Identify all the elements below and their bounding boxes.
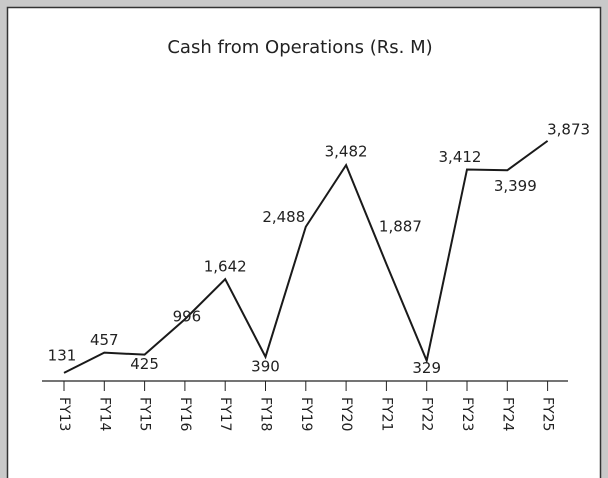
x-tick-label: FY17 [217, 397, 233, 431]
data-label: 3,482 [325, 143, 368, 161]
chart-title: Cash from Operations (Rs. M) [167, 37, 432, 58]
x-tick-label: FY21 [378, 397, 394, 431]
x-tick-label: FY14 [96, 397, 112, 432]
data-label: 3,873 [547, 120, 590, 138]
x-tick-label: FY20 [338, 397, 354, 431]
data-label: 3,412 [439, 148, 482, 166]
data-label: 2,488 [262, 208, 305, 226]
x-tick-label: FY19 [298, 397, 314, 431]
x-tick-label: FY24 [499, 397, 515, 432]
x-tick-label: FY16 [177, 397, 193, 432]
data-label: 329 [412, 359, 441, 377]
data-line [63, 140, 549, 374]
data-label: 457 [90, 331, 119, 349]
x-tick-label: FY15 [137, 397, 153, 431]
data-label: 425 [130, 355, 159, 373]
data-label: 996 [173, 308, 202, 326]
x-tick-label: FY18 [258, 397, 274, 431]
data-label: 1,642 [204, 258, 247, 276]
data-label: 1,887 [379, 218, 422, 236]
x-tick-label: FY13 [56, 397, 72, 431]
data-label: 131 [48, 346, 77, 364]
x-tick-label: FY22 [419, 397, 435, 431]
panel [6, 6, 602, 478]
x-tick-label: FY25 [540, 397, 556, 431]
x-tick-label: FY23 [459, 397, 475, 431]
data-label: 3,399 [494, 177, 537, 195]
data-label: 390 [251, 357, 280, 375]
